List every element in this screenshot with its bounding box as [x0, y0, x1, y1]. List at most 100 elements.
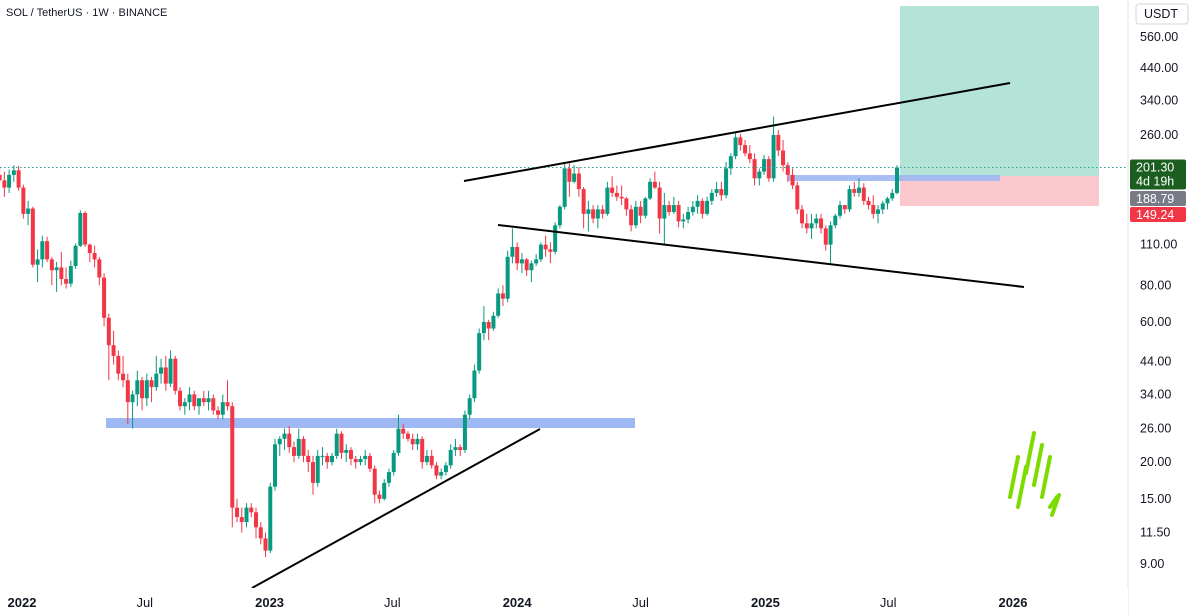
candle[interactable] — [125, 373, 130, 424]
candle[interactable] — [591, 205, 596, 224]
candle[interactable] — [686, 206, 691, 224]
candle[interactable] — [415, 433, 420, 450]
candle[interactable] — [614, 185, 619, 201]
candle[interactable] — [135, 370, 140, 407]
candle[interactable] — [771, 116, 776, 182]
candle[interactable] — [790, 168, 795, 190]
candle[interactable] — [709, 189, 714, 206]
upper-trendline[interactable] — [463, 82, 1011, 182]
candle[interactable] — [2, 171, 7, 197]
candle[interactable] — [610, 176, 615, 197]
candle[interactable] — [838, 200, 843, 219]
candle[interactable] — [519, 253, 524, 274]
candle[interactable] — [600, 205, 605, 219]
candle[interactable] — [766, 156, 771, 182]
candle[interactable] — [842, 205, 847, 214]
candle[interactable] — [462, 410, 467, 453]
candle[interactable] — [334, 428, 339, 459]
target-zone[interactable] — [900, 6, 1099, 176]
candle[interactable] — [386, 468, 391, 487]
candle[interactable] — [762, 155, 767, 175]
candle[interactable] — [529, 260, 534, 283]
candle[interactable] — [871, 195, 876, 219]
candle[interactable] — [102, 273, 107, 327]
candle[interactable] — [823, 225, 828, 251]
candle[interactable] — [467, 394, 472, 420]
candle[interactable] — [348, 447, 353, 466]
candle[interactable] — [97, 256, 102, 286]
candle[interactable] — [111, 330, 116, 365]
candle[interactable] — [643, 196, 648, 219]
candle[interactable] — [553, 222, 558, 255]
candle[interactable] — [273, 438, 278, 491]
candle[interactable] — [268, 482, 273, 554]
candle[interactable] — [287, 426, 292, 453]
candle[interactable] — [429, 449, 434, 469]
candle[interactable] — [491, 311, 496, 331]
candle[interactable] — [505, 250, 510, 303]
lower-trendline[interactable] — [497, 224, 1025, 288]
candle[interactable] — [83, 211, 88, 247]
candle[interactable] — [68, 260, 73, 287]
candle[interactable] — [64, 267, 69, 289]
candle[interactable] — [178, 387, 183, 411]
candle[interactable] — [895, 165, 900, 195]
candle[interactable] — [880, 200, 885, 214]
candle[interactable] — [605, 181, 610, 216]
candle[interactable] — [59, 251, 64, 286]
candle[interactable] — [192, 390, 197, 411]
candle[interactable] — [26, 200, 31, 226]
candle[interactable] — [7, 169, 12, 193]
candle[interactable] — [315, 449, 320, 487]
candle[interactable] — [106, 313, 111, 381]
candle[interactable] — [496, 288, 501, 318]
candle[interactable] — [776, 130, 781, 157]
candle[interactable] — [676, 200, 681, 228]
candle[interactable] — [719, 181, 724, 201]
candle[interactable] — [244, 503, 249, 528]
candle[interactable] — [73, 243, 78, 269]
candle[interactable] — [344, 444, 349, 463]
candle[interactable] — [515, 242, 520, 271]
candle[interactable] — [382, 479, 387, 501]
candle[interactable] — [291, 441, 296, 463]
candle[interactable] — [486, 319, 491, 341]
ascending-trendline[interactable] — [251, 428, 541, 589]
candle[interactable] — [443, 462, 448, 476]
candle[interactable] — [320, 447, 325, 466]
candle[interactable] — [728, 153, 733, 175]
support-zone-2022[interactable] — [106, 418, 635, 428]
candle[interactable] — [230, 402, 235, 528]
candle[interactable] — [671, 196, 676, 214]
currency-button[interactable] — [1135, 3, 1189, 25]
candle[interactable] — [638, 200, 643, 224]
candle[interactable] — [216, 406, 221, 420]
candle[interactable] — [524, 258, 529, 277]
candle[interactable] — [804, 213, 809, 234]
candle[interactable] — [690, 200, 695, 216]
candle[interactable] — [168, 350, 173, 388]
candle[interactable] — [828, 221, 833, 264]
candle[interactable] — [757, 168, 762, 186]
candle[interactable] — [439, 468, 444, 480]
candle[interactable] — [781, 139, 786, 172]
candle[interactable] — [391, 449, 396, 476]
candle[interactable] — [572, 165, 577, 184]
candle[interactable] — [201, 390, 206, 407]
candle[interactable] — [159, 358, 164, 384]
candle[interactable] — [861, 183, 866, 206]
candle[interactable] — [458, 444, 463, 456]
candle[interactable] — [363, 449, 368, 466]
candle[interactable] — [258, 522, 263, 545]
candle[interactable] — [624, 196, 629, 216]
candle[interactable] — [0, 165, 2, 184]
candle[interactable] — [54, 262, 59, 292]
candle[interactable] — [239, 507, 244, 533]
candle[interactable] — [225, 380, 230, 411]
candle[interactable] — [182, 398, 187, 415]
candle[interactable] — [619, 185, 624, 206]
candle[interactable] — [353, 455, 358, 469]
candle[interactable] — [586, 200, 591, 232]
candle[interactable] — [752, 153, 757, 186]
